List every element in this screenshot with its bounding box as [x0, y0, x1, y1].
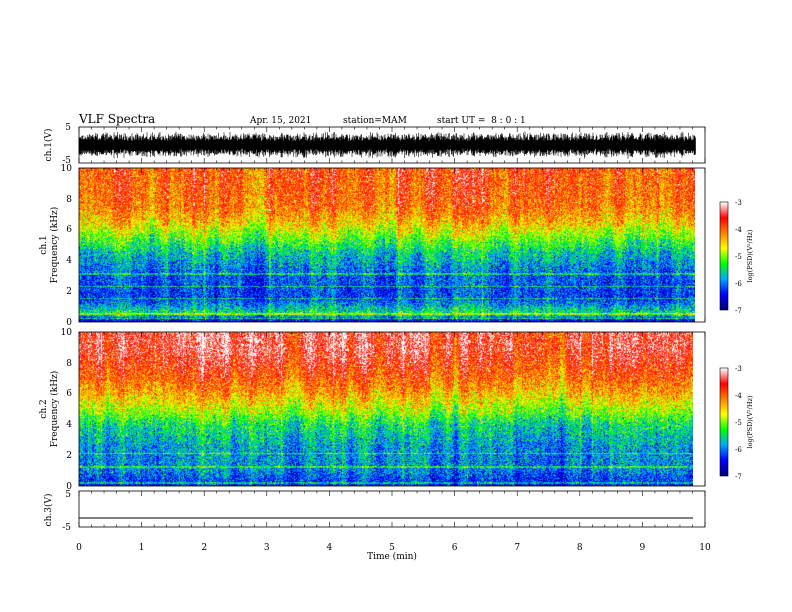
- ch1-cb-tick-m5: -5: [735, 253, 742, 261]
- ch1-waveform-trace: [78, 131, 696, 159]
- ch3-y-tick-top: 5: [65, 490, 71, 500]
- ch1-frequency-axis-label: Frequency (kHz): [49, 207, 60, 284]
- ch1-freq-tick-6: 6: [66, 225, 72, 235]
- ch1-freq-tick-0: 0: [66, 318, 72, 328]
- ch2-spectrogram-ticks: [78, 332, 706, 486]
- ch2-cb-tick-m4: -4: [735, 392, 742, 400]
- ch2-colorbar: [720, 368, 728, 476]
- ch1-freq-tick-10: 10: [61, 164, 73, 174]
- ch1-freq-tick-8: 8: [66, 195, 72, 205]
- ch2-cb-tick-m3: -3: [735, 365, 742, 373]
- ch1-freq-tick-4: 4: [66, 256, 72, 266]
- time-tick-5: 5: [389, 543, 395, 553]
- ch1-cb-tick-m3: -3: [735, 199, 742, 207]
- time-tick-3: 3: [264, 543, 270, 553]
- ch2-spectrogram-panel: 0 2 4 6 8 10 ch.2 Frequency (kHz) -3 -4 …: [39, 328, 754, 492]
- time-tick-10: 10: [699, 543, 711, 553]
- time-tick-2: 2: [201, 543, 207, 553]
- ch1-colorbar-frame: [719, 201, 729, 311]
- ch1-waveform-panel: 5 -5 ch.1(V): [43, 123, 706, 166]
- ch2-cb-tick-m5: -5: [735, 419, 742, 427]
- ch1-freq-tick-2: 2: [66, 287, 72, 297]
- ch2-cb-tick-m6: -6: [735, 446, 742, 454]
- ch2-freq-tick-0: 0: [66, 482, 72, 492]
- time-tick-9: 9: [640, 543, 646, 553]
- time-tick-7: 7: [514, 543, 520, 553]
- ch2-frequency-axis-label: Frequency (kHz): [49, 371, 60, 448]
- time-tick-8: 8: [577, 543, 583, 553]
- ch1-waveform-line: [78, 131, 696, 159]
- time-tick-1: 1: [139, 543, 145, 553]
- ch3-waveform-ylabel: ch.3(V): [43, 494, 54, 527]
- station-label: station=MAM: [343, 116, 407, 126]
- ch2-colorbar-label: log(PSD)(V²/Hz): [746, 395, 754, 448]
- ch1-spectrogram-image: [79, 168, 695, 322]
- ch1-colorbar-label: log(PSD)(V²/Hz): [746, 229, 754, 282]
- ch1-cb-tick-m6: -6: [735, 280, 742, 288]
- ch1-cb-tick-m7: -7: [735, 307, 742, 315]
- ch2-freq-tick-6: 6: [66, 389, 72, 399]
- ch2-freq-tick-8: 8: [66, 359, 72, 369]
- start-ut-label: start UT = 8 : 0 : 1: [437, 116, 526, 126]
- figure-title: VLF Spectra: [78, 112, 155, 126]
- ch2-freq-tick-4: 4: [66, 420, 72, 430]
- ch1-colorbar: [720, 202, 728, 310]
- ch2-freq-tick-2: 2: [66, 451, 72, 461]
- ch1-spectrogram-panel: 0 2 4 6 8 10 ch.1 Frequency (kHz) -3 -4 …: [39, 164, 754, 328]
- ch2-spectrogram-ylabel: ch.2: [39, 399, 49, 418]
- ch1-waveform-ticks: [78, 127, 706, 163]
- ch2-freq-tick-10: 10: [61, 328, 73, 338]
- ch2-spectrogram-image: [79, 332, 693, 486]
- date-label: Apr. 15, 2021: [249, 116, 311, 126]
- ch3-waveform-frame: [78, 490, 706, 528]
- time-tick-0: 0: [76, 543, 82, 553]
- time-axis-label: Time (min): [367, 551, 417, 562]
- ch2-colorbar-frame: [719, 367, 729, 477]
- ch1-waveform-ylabel: ch.1(V): [43, 129, 54, 162]
- ch2-cb-tick-m7: -7: [735, 473, 742, 481]
- ch3-y-tick-bottom: -5: [62, 523, 71, 533]
- time-tick-4: 4: [327, 543, 333, 553]
- ch3-waveform-ticks: [78, 491, 706, 527]
- ch3-waveform-panel: 5 -5 ch.3(V) 0 1 2 3 4 5 6 7 8 9 10 Time…: [43, 490, 711, 562]
- ch1-cb-tick-m4: -4: [735, 226, 742, 234]
- ch2-freq-ticks: 0 2 4 6 8 10: [61, 328, 73, 492]
- time-axis-tick-labels: 0 1 2 3 4 5 6 7 8 9 10: [76, 543, 711, 553]
- ch1-y-tick-top: 5: [65, 123, 71, 133]
- ch1-y-tick-bottom: -5: [62, 156, 71, 166]
- ch1-freq-ticks: 0 2 4 6 8 10: [61, 164, 73, 328]
- time-tick-6: 6: [452, 543, 458, 553]
- ch1-spectrogram-ticks: [78, 168, 706, 322]
- ch1-spectrogram-ylabel: ch.1: [39, 235, 49, 254]
